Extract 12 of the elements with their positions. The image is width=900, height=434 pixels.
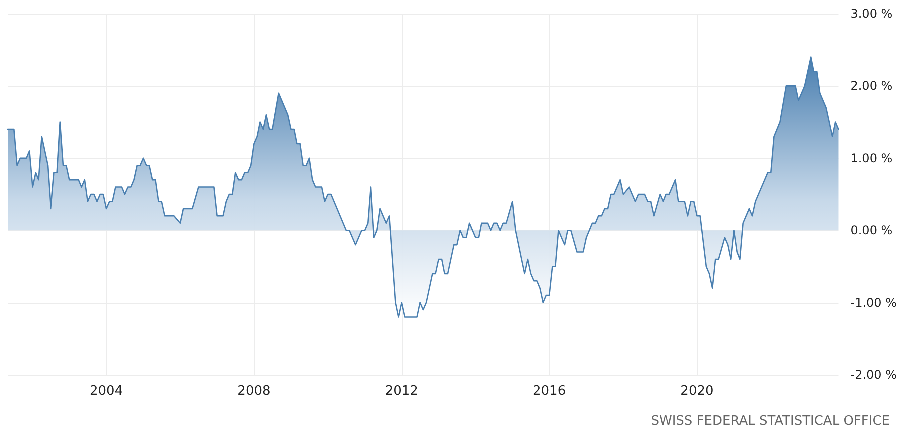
- x-tick-label: 2012: [385, 384, 418, 399]
- x-tick-label: 2004: [90, 384, 124, 399]
- y-tick-label: -2.00 %: [850, 368, 897, 382]
- x-tick-label: 2008: [238, 384, 271, 399]
- y-tick-label: 1.00 %: [850, 151, 893, 166]
- y-tick-label: 0.00 %: [850, 224, 893, 238]
- y-tick-label: -1.00 %: [850, 296, 897, 310]
- text: SWISS FEDERAL STATISTICAL OFFICE: [651, 414, 890, 429]
- y-tick-label: 3.00 %: [850, 7, 893, 21]
- x-tick-label: 2016: [533, 384, 566, 399]
- y-tick-label: 2.00 %: [850, 79, 893, 94]
- x-tick-label: 2020: [680, 384, 714, 399]
